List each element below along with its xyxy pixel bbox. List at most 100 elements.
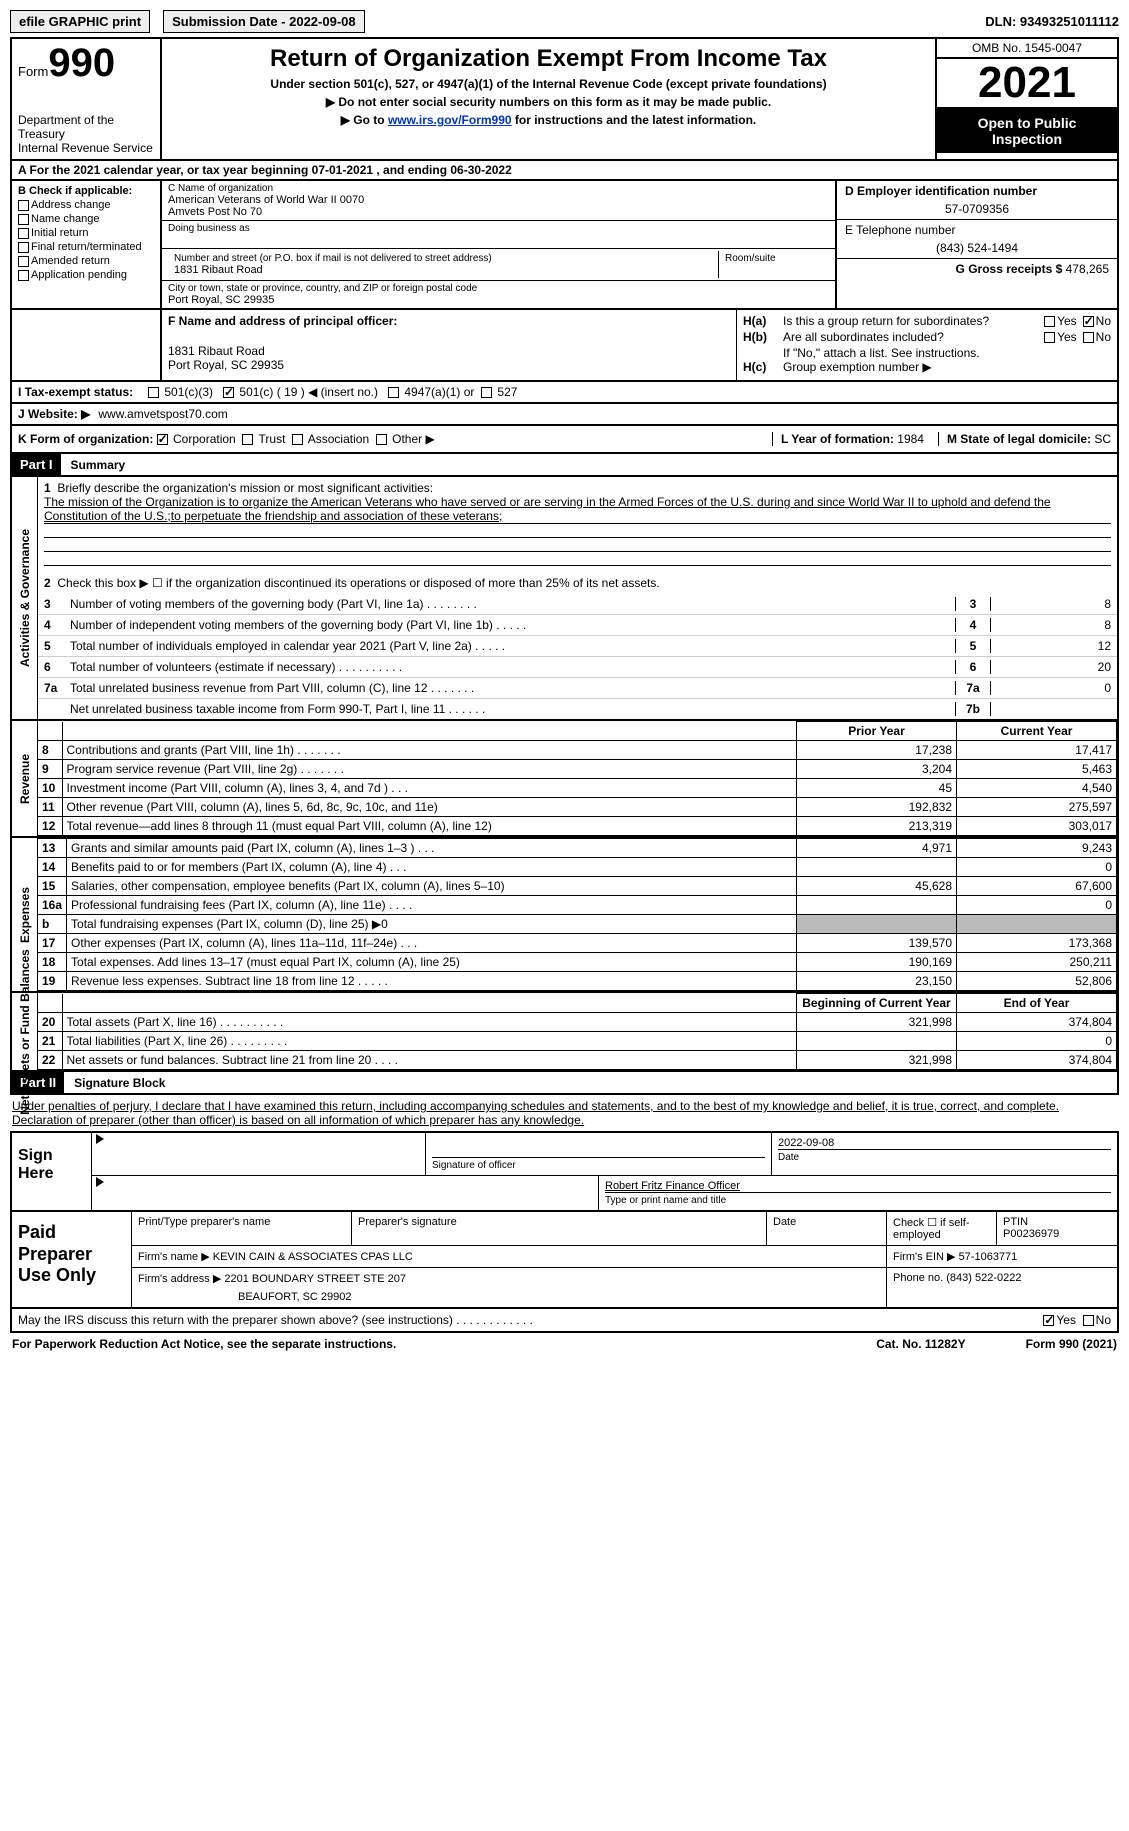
current-year-value: 52,806 [957, 972, 1117, 991]
prior-year-value: 4,971 [797, 839, 957, 858]
efile-print-button[interactable]: efile GRAPHIC print [10, 10, 150, 33]
cb-initial-return[interactable]: Initial return [18, 227, 154, 239]
fin-row: 15 Salaries, other compensation, employe… [38, 877, 1117, 896]
open-inspection-badge: Open to Public Inspection [937, 109, 1117, 153]
part-ii-header: Part II Signature Block [10, 1072, 1119, 1095]
checkbox-icon [1044, 316, 1055, 327]
net-assets-table: Beginning of Current YearEnd of Year 20 … [38, 993, 1117, 1070]
row-num: 6 [44, 660, 70, 674]
firm-phone-value: (843) 522-0222 [946, 1272, 1021, 1284]
firm-address-1: 2201 BOUNDARY STREET STE 207 [224, 1273, 406, 1285]
current-year-value: 67,600 [957, 877, 1117, 896]
current-year-value: 173,368 [957, 934, 1117, 953]
gov-row: 3 Number of voting members of the govern… [38, 594, 1117, 614]
checkbox-icon [18, 242, 29, 253]
paid-preparer-block: Paid Preparer Use Only Print/Type prepar… [10, 1212, 1119, 1309]
line-a: A For the 2021 calendar year, or tax yea… [10, 161, 1119, 181]
dba-label: Doing business as [168, 223, 829, 234]
section-f-h: F Name and address of principal officer:… [10, 310, 1119, 382]
row-value: 0 [991, 681, 1111, 695]
row-num: 4 [44, 618, 70, 632]
governance-body: 1 Briefly describe the organization's mi… [38, 477, 1117, 719]
row-desc: Salaries, other compensation, employee b… [67, 877, 797, 896]
row-value: 20 [991, 660, 1111, 674]
opt-501c3[interactable]: 501(c)(3) [148, 385, 213, 399]
gov-row: 4 Number of independent voting members o… [38, 614, 1117, 635]
prior-year-value: 45 [797, 779, 957, 798]
side-label-net-assets: Net Assets or Fund Balances [12, 993, 38, 1070]
tax-status-label: I Tax-exempt status: [18, 385, 148, 399]
arrow-cell [92, 1176, 599, 1210]
opt-501c[interactable]: 501(c) ( 19 ) ◀ (insert no.) [223, 385, 378, 399]
revenue-body: Prior YearCurrent Year 8 Contributions a… [38, 721, 1117, 836]
submission-date-button[interactable]: Submission Date - 2022-09-08 [163, 10, 365, 33]
checkbox-icon [1043, 1315, 1054, 1326]
ein-label: D Employer identification number [845, 184, 1109, 198]
row-desc: Other revenue (Part VIII, column (A), li… [62, 798, 797, 817]
h-a-no[interactable]: No [1083, 314, 1111, 328]
h-b-no[interactable]: No [1083, 330, 1111, 344]
opt-label: Trust [259, 432, 286, 446]
officer-label: F Name and address of principal officer: [168, 314, 730, 328]
signature-field[interactable]: Signature of officer [426, 1133, 772, 1175]
website-value: www.amvetspost70.com [98, 407, 227, 421]
checkbox-icon [18, 228, 29, 239]
part-i-header: Part I Summary [10, 454, 1119, 477]
row-desc: Total expenses. Add lines 13–17 (must eq… [67, 953, 797, 972]
header-subtitle-1: Under section 501(c), 527, or 4947(a)(1)… [168, 77, 929, 91]
cb-name-change[interactable]: Name change [18, 213, 154, 225]
prior-year-value: 321,998 [797, 1013, 957, 1032]
gross-receipts-label: G Gross receipts $ [956, 262, 1066, 276]
cb-final-return[interactable]: Final return/terminated [18, 241, 154, 253]
opt-corporation[interactable]: Corporation [157, 432, 236, 446]
opt-label: 501(c)(3) [164, 385, 213, 399]
yes-label: Yes [1056, 1313, 1076, 1327]
row-k-form-org: K Form of organization: Corporation Trus… [10, 426, 1119, 454]
arrow-right-icon [96, 1134, 104, 1144]
sign-date-label: Date [778, 1149, 1111, 1163]
governance-rows: 3 Number of voting members of the govern… [38, 594, 1117, 719]
submission-date-value: 2022-09-08 [289, 14, 356, 29]
checkbox-icon [388, 387, 399, 398]
discuss-no[interactable]: No [1083, 1313, 1111, 1327]
state-domicile-label: M State of legal domicile: [947, 432, 1094, 446]
sign-row-1: Signature of officer 2022-09-08 Date [92, 1133, 1117, 1176]
mission-block: 1 Briefly describe the organization's mi… [38, 477, 1117, 594]
sign-here-block: Sign Here Signature of officer 2022-09-0… [10, 1131, 1119, 1212]
prior-year-value: 192,832 [797, 798, 957, 817]
checkbox-icon [242, 434, 253, 445]
checkbox-icon [376, 434, 387, 445]
mission-blank-3 [44, 552, 1111, 566]
phone-label: E Telephone number [845, 223, 1109, 237]
self-employed-check[interactable]: Check ☐ if self-employed [887, 1212, 997, 1245]
opt-association[interactable]: Association [292, 432, 369, 446]
opt-other[interactable]: Other ▶ [376, 432, 435, 446]
prior-year-value: 321,998 [797, 1051, 957, 1070]
form-org-label: K Form of organization: [18, 432, 153, 446]
h-c-text: Group exemption number ▶ [783, 360, 1111, 374]
mission-q2-row: 2 Check this box ▶ ☐ if the organization… [44, 576, 1111, 590]
row-num: 22 [38, 1051, 62, 1070]
prior-year-value [797, 858, 957, 877]
checkbox-icon [223, 387, 234, 398]
firm-ein-label: Firm's EIN ▶ [893, 1251, 956, 1263]
h-c-label: H(c) [743, 360, 783, 374]
cb-amended-return[interactable]: Amended return [18, 255, 154, 267]
dln-value: 93493251011112 [1020, 14, 1119, 29]
cb-application-pending[interactable]: Application pending [18, 269, 154, 281]
officer-name-value: Robert Fritz Finance Officer [605, 1180, 1111, 1192]
row-desc: Total fundraising expenses (Part IX, col… [67, 915, 797, 934]
h-b-yes[interactable]: Yes [1044, 330, 1077, 344]
h-a-yes[interactable]: Yes [1044, 314, 1077, 328]
opt-4947[interactable]: 4947(a)(1) or [388, 385, 474, 399]
cb-label: Address change [31, 199, 111, 211]
opt-trust[interactable]: Trust [242, 432, 285, 446]
row-desc: Total assets (Part X, line 16) . . . . .… [62, 1013, 797, 1032]
irs-link[interactable]: www.irs.gov/Form990 [388, 113, 512, 127]
current-year-value: 4,540 [957, 779, 1117, 798]
opt-527[interactable]: 527 [481, 385, 517, 399]
arrow-cell [92, 1133, 426, 1175]
prior-year-value: 23,150 [797, 972, 957, 991]
discuss-yes[interactable]: Yes [1043, 1313, 1076, 1327]
cb-address-change[interactable]: Address change [18, 199, 154, 211]
